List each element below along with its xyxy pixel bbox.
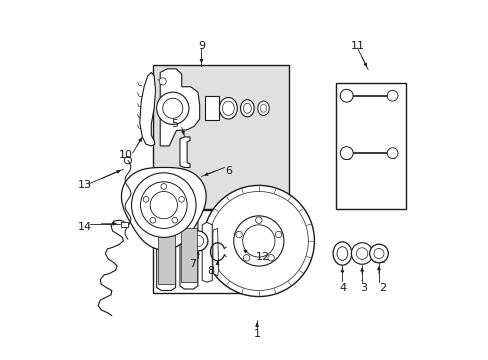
Polygon shape: [121, 167, 206, 250]
Circle shape: [143, 197, 149, 202]
Text: 10: 10: [119, 150, 133, 160]
Circle shape: [233, 216, 284, 266]
Bar: [181, 228, 196, 282]
Circle shape: [163, 98, 183, 118]
Polygon shape: [212, 228, 218, 276]
Text: 5: 5: [171, 120, 178, 129]
Bar: [158, 226, 174, 284]
Circle shape: [203, 185, 314, 297]
Circle shape: [243, 255, 249, 261]
Circle shape: [369, 244, 387, 263]
Circle shape: [209, 192, 308, 291]
Polygon shape: [140, 72, 155, 146]
Circle shape: [386, 90, 397, 101]
Text: 2: 2: [378, 283, 386, 293]
Polygon shape: [180, 218, 198, 289]
Text: 6: 6: [224, 166, 231, 176]
Bar: [153, 65, 289, 209]
Circle shape: [373, 248, 383, 258]
Circle shape: [340, 147, 352, 159]
Ellipse shape: [332, 242, 351, 265]
Text: 14: 14: [78, 222, 92, 231]
Bar: [204, 96, 219, 120]
Circle shape: [131, 173, 196, 237]
Circle shape: [235, 231, 242, 238]
Polygon shape: [180, 137, 190, 167]
Circle shape: [255, 217, 262, 224]
Text: 4: 4: [339, 283, 346, 293]
Bar: [121, 222, 128, 227]
Circle shape: [351, 243, 372, 264]
Text: 12: 12: [255, 252, 269, 262]
Ellipse shape: [240, 100, 254, 117]
Circle shape: [178, 197, 184, 202]
Bar: [153, 211, 247, 293]
Circle shape: [192, 235, 203, 247]
Circle shape: [150, 192, 177, 219]
Text: 1: 1: [253, 329, 260, 339]
Circle shape: [150, 217, 155, 223]
Circle shape: [267, 255, 274, 261]
Ellipse shape: [222, 101, 234, 116]
Text: 8: 8: [206, 266, 214, 276]
Circle shape: [340, 89, 352, 102]
Circle shape: [156, 92, 188, 125]
Ellipse shape: [260, 104, 266, 112]
Polygon shape: [160, 69, 199, 146]
Text: 3: 3: [359, 283, 366, 293]
Circle shape: [140, 182, 187, 228]
Circle shape: [159, 78, 166, 85]
Circle shape: [242, 225, 274, 257]
Bar: [335, 83, 405, 209]
Circle shape: [124, 157, 131, 164]
Polygon shape: [156, 216, 175, 291]
Ellipse shape: [257, 101, 269, 116]
Circle shape: [161, 184, 166, 189]
Ellipse shape: [219, 98, 237, 119]
Text: 9: 9: [198, 41, 204, 50]
Ellipse shape: [243, 103, 251, 113]
Circle shape: [356, 248, 367, 259]
Text: 11: 11: [350, 41, 364, 50]
Text: 7: 7: [188, 259, 196, 269]
Circle shape: [275, 231, 281, 238]
Ellipse shape: [336, 247, 347, 260]
Text: 13: 13: [78, 180, 92, 190]
Polygon shape: [202, 222, 212, 282]
Circle shape: [172, 217, 177, 223]
Circle shape: [386, 148, 397, 158]
Circle shape: [187, 231, 207, 251]
